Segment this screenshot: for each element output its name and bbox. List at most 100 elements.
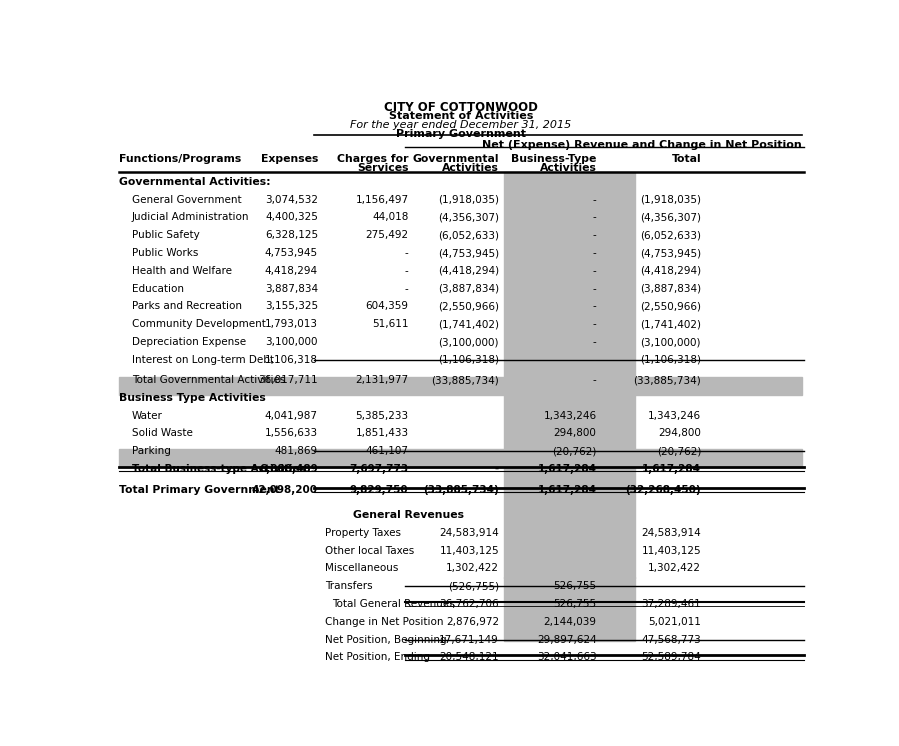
Text: (4,753,945): (4,753,945) bbox=[640, 248, 701, 258]
Text: Activities: Activities bbox=[442, 163, 499, 173]
Text: -: - bbox=[592, 319, 597, 329]
Text: 7,697,773: 7,697,773 bbox=[350, 464, 408, 474]
Text: -: - bbox=[592, 355, 597, 365]
Text: 3,074,532: 3,074,532 bbox=[265, 195, 318, 204]
Text: 3,887,834: 3,887,834 bbox=[265, 283, 318, 294]
Text: -: - bbox=[592, 301, 597, 312]
Text: -: - bbox=[592, 266, 597, 276]
Text: (4,418,294): (4,418,294) bbox=[640, 266, 701, 276]
Text: 1,302,422: 1,302,422 bbox=[648, 563, 701, 574]
Text: (4,753,945): (4,753,945) bbox=[438, 248, 499, 258]
Text: 52,589,784: 52,589,784 bbox=[641, 653, 701, 662]
Text: -: - bbox=[405, 355, 408, 365]
Text: 5,021,011: 5,021,011 bbox=[648, 617, 701, 627]
Text: Statement of Activities: Statement of Activities bbox=[388, 110, 533, 121]
Text: 1,343,246: 1,343,246 bbox=[648, 410, 701, 421]
Text: Depreciation Expense: Depreciation Expense bbox=[132, 337, 246, 347]
Text: 11,403,125: 11,403,125 bbox=[440, 545, 499, 556]
Text: -: - bbox=[494, 464, 499, 474]
Text: Business Type Activities: Business Type Activities bbox=[120, 393, 266, 403]
Text: 3,155,325: 3,155,325 bbox=[265, 301, 318, 312]
Text: 526,755: 526,755 bbox=[554, 581, 597, 592]
Text: Functions/Programs: Functions/Programs bbox=[120, 154, 242, 164]
Text: Governmental: Governmental bbox=[413, 154, 499, 164]
Text: (3,100,000): (3,100,000) bbox=[439, 337, 499, 347]
Text: Judicial Administration: Judicial Administration bbox=[132, 213, 249, 222]
Text: (2,550,966): (2,550,966) bbox=[438, 301, 499, 312]
Text: 1,106,318: 1,106,318 bbox=[265, 355, 318, 365]
Text: (526,755): (526,755) bbox=[448, 581, 499, 592]
Text: -: - bbox=[405, 266, 408, 276]
Text: (3,887,834): (3,887,834) bbox=[640, 283, 701, 294]
Text: (3,100,000): (3,100,000) bbox=[641, 337, 701, 347]
Text: -: - bbox=[592, 375, 597, 385]
Text: Total Governmental Activities: Total Governmental Activities bbox=[132, 375, 285, 385]
Text: 1,156,497: 1,156,497 bbox=[355, 195, 408, 204]
Text: 604,359: 604,359 bbox=[366, 301, 408, 312]
Text: (33,885,734): (33,885,734) bbox=[634, 375, 701, 385]
Text: 294,800: 294,800 bbox=[554, 428, 597, 439]
Text: 1,617,284: 1,617,284 bbox=[642, 464, 701, 474]
Text: 2,131,977: 2,131,977 bbox=[355, 375, 408, 385]
Text: 9,829,750: 9,829,750 bbox=[350, 486, 408, 495]
Text: (20,762): (20,762) bbox=[657, 446, 701, 457]
Text: Net Position, Beginning: Net Position, Beginning bbox=[325, 635, 447, 645]
Text: Activities: Activities bbox=[539, 163, 597, 173]
Text: 24,583,914: 24,583,914 bbox=[641, 528, 701, 538]
Text: 2,876,972: 2,876,972 bbox=[446, 617, 499, 627]
Text: -: - bbox=[592, 248, 597, 258]
Text: Total Primary Government: Total Primary Government bbox=[120, 486, 280, 495]
Text: 17,671,149: 17,671,149 bbox=[440, 635, 499, 645]
Text: 4,400,325: 4,400,325 bbox=[265, 213, 318, 222]
Text: -: - bbox=[405, 283, 408, 294]
Text: Health and Welfare: Health and Welfare bbox=[132, 266, 232, 276]
Text: Change in Net Position: Change in Net Position bbox=[325, 617, 443, 627]
Bar bbox=[120, 448, 802, 466]
Text: General Revenues: General Revenues bbox=[353, 510, 464, 520]
Text: 47,568,773: 47,568,773 bbox=[641, 635, 701, 645]
Text: 36,017,711: 36,017,711 bbox=[258, 375, 318, 385]
Text: Community Development: Community Development bbox=[132, 319, 266, 329]
Text: (1,106,318): (1,106,318) bbox=[438, 355, 499, 365]
Text: Public Works: Public Works bbox=[132, 248, 199, 258]
Text: (33,885,734): (33,885,734) bbox=[423, 486, 499, 495]
Text: 51,611: 51,611 bbox=[372, 319, 408, 329]
Text: (4,356,307): (4,356,307) bbox=[438, 213, 499, 222]
Text: 294,800: 294,800 bbox=[658, 428, 701, 439]
Text: Education: Education bbox=[132, 283, 184, 294]
Text: -: - bbox=[405, 248, 408, 258]
Text: 32,041,663: 32,041,663 bbox=[537, 653, 597, 662]
Text: (1,918,035): (1,918,035) bbox=[438, 195, 499, 204]
Text: 1,302,422: 1,302,422 bbox=[446, 563, 499, 574]
Text: (33,885,734): (33,885,734) bbox=[432, 375, 499, 385]
Text: 44,018: 44,018 bbox=[372, 213, 408, 222]
Text: (4,356,307): (4,356,307) bbox=[640, 213, 701, 222]
Text: General Government: General Government bbox=[132, 195, 242, 204]
Text: Interest on Long-term Debt: Interest on Long-term Debt bbox=[132, 355, 274, 365]
Text: Expenses: Expenses bbox=[261, 154, 318, 164]
Text: Governmental Activities:: Governmental Activities: bbox=[120, 177, 271, 186]
Text: 1,343,246: 1,343,246 bbox=[544, 410, 597, 421]
Text: -: - bbox=[592, 283, 597, 294]
Text: Business-Type: Business-Type bbox=[512, 154, 597, 164]
Text: (3,887,834): (3,887,834) bbox=[438, 283, 499, 294]
Text: 36,762,706: 36,762,706 bbox=[440, 599, 499, 609]
Text: (20,762): (20,762) bbox=[552, 446, 597, 457]
Text: (4,418,294): (4,418,294) bbox=[438, 266, 499, 276]
Text: Property Taxes: Property Taxes bbox=[325, 528, 401, 538]
Text: Transfers: Transfers bbox=[325, 581, 372, 592]
Text: (2,550,966): (2,550,966) bbox=[640, 301, 701, 312]
Text: Water: Water bbox=[132, 410, 163, 421]
Text: 481,869: 481,869 bbox=[275, 446, 318, 457]
Text: Services: Services bbox=[357, 163, 408, 173]
Text: (1,741,402): (1,741,402) bbox=[640, 319, 701, 329]
Text: (6,052,633): (6,052,633) bbox=[438, 231, 499, 240]
Text: -: - bbox=[592, 337, 597, 347]
Text: 526,755: 526,755 bbox=[554, 599, 597, 609]
Text: 20,548,121: 20,548,121 bbox=[440, 653, 499, 662]
Text: Charges for: Charges for bbox=[337, 154, 408, 164]
Text: For the year ended December 31, 2015: For the year ended December 31, 2015 bbox=[350, 120, 572, 130]
Text: Public Safety: Public Safety bbox=[132, 231, 200, 240]
Text: Primary Government: Primary Government bbox=[396, 129, 526, 140]
Text: Net Position, Ending: Net Position, Ending bbox=[325, 653, 430, 662]
